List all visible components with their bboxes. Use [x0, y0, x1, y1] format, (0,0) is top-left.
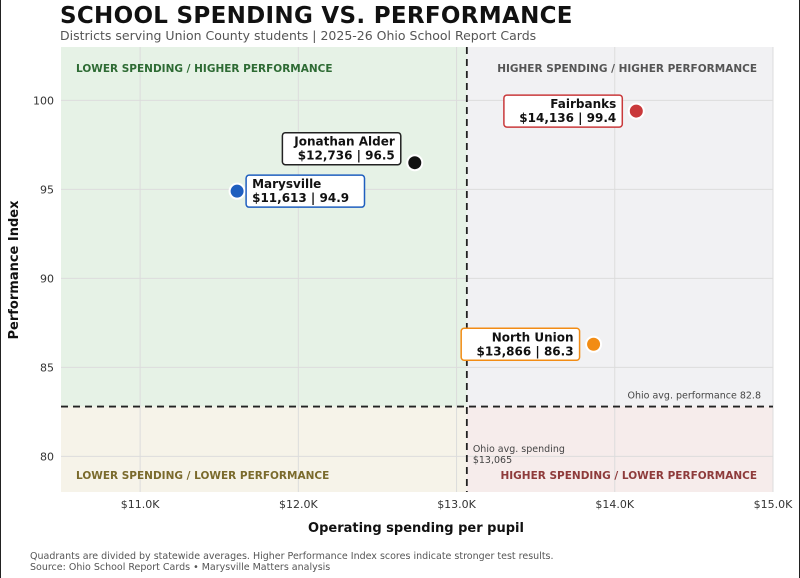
data-point-group: North Union$13,866 | 86.3	[460, 327, 603, 362]
y-tick-label: 85	[40, 361, 54, 374]
footer-source: Source: Ohio School Report Cards • Marys…	[30, 562, 331, 573]
data-point-value: $11,613 | 94.9	[252, 191, 349, 205]
footer-note: Quadrants are divided by statewide avera…	[30, 551, 554, 562]
x-tick-label: $14.0K	[595, 498, 634, 511]
y-axis-title: Performance Index	[7, 200, 22, 340]
x-tick-label: $12.0K	[279, 498, 318, 511]
data-point-name: Fairbanks	[550, 97, 616, 111]
data-point-group: Fairbanks$14,136 | 99.4	[503, 94, 645, 128]
quadrant-backgrounds	[61, 47, 773, 492]
data-point	[585, 335, 603, 353]
avg-spending-value: $13,065	[473, 455, 512, 466]
y-tick-label: 90	[40, 272, 54, 285]
data-point-name: Marysville	[252, 177, 321, 191]
data-point	[228, 182, 246, 200]
data-point-group: Jonathan Alder$12,736 | 96.5	[281, 131, 424, 172]
chart-footer: Quadrants are divided by statewide avera…	[30, 551, 554, 573]
chart-title: SCHOOL SPENDING VS. PERFORMANCE	[60, 3, 573, 29]
x-tick-label: $13.0K	[437, 498, 476, 511]
avg-performance-label: Ohio avg. performance 82.8	[628, 391, 762, 402]
data-label-box	[281, 131, 402, 166]
x-tick-label: $15.0K	[754, 498, 793, 511]
reference-lines: Ohio avg. spending$13,065 Ohio avg. perfo…	[61, 47, 773, 492]
y-tick-label: 80	[40, 450, 54, 463]
data-point-value: $14,136 | 99.4	[519, 111, 616, 125]
data-points: Jonathan Alder$12,736 | 96.5Marysville$1…	[228, 94, 645, 362]
quadrant-label-top-left: LOWER SPENDING / HIGHER PERFORMANCE	[76, 63, 333, 75]
y-tick-label: 100	[33, 94, 54, 107]
data-label-box	[503, 94, 624, 128]
quadrant-label-bottom-right: HIGHER SPENDING / LOWER PERFORMANCE	[500, 470, 757, 482]
axis-ticks: $11.0K $12.0K $13.0K $14.0K $15.0K 80 85 90 95 10…	[33, 94, 793, 511]
quadrant-bottom-left	[61, 406, 467, 492]
data-point-value: $12,736 | 96.5	[298, 149, 395, 163]
data-label-box	[460, 327, 581, 362]
y-tick-label: 95	[40, 183, 54, 196]
data-point-name: North Union	[492, 330, 574, 344]
data-point-name: Jonathan Alder	[293, 135, 395, 149]
quadrant-top-left	[61, 47, 467, 407]
quadrant-label-bottom-left: LOWER SPENDING / LOWER PERFORMANCE	[76, 470, 329, 482]
data-label-box	[245, 174, 366, 208]
quadrant-bottom-right	[466, 406, 773, 492]
data-point	[627, 102, 645, 120]
x-axis-title: Operating spending per pupil	[308, 521, 524, 536]
data-point	[406, 154, 424, 172]
avg-spending-label: Ohio avg. spending	[473, 444, 565, 455]
chart-subtitle: Districts serving Union County students …	[60, 28, 537, 43]
quadrant-label-top-right: HIGHER SPENDING / HIGHER PERFORMANCE	[497, 63, 757, 75]
data-point-value: $13,866 | 86.3	[477, 344, 574, 358]
x-tick-label: $11.0K	[121, 498, 160, 511]
data-point-group: Marysville$11,613 | 94.9	[228, 174, 366, 208]
